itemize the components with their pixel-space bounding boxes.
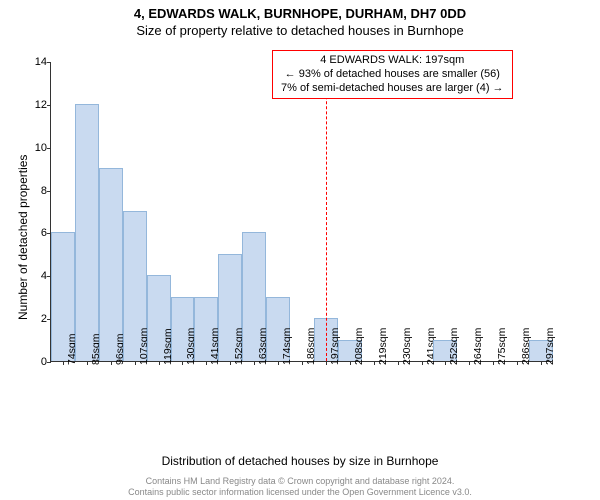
attribution-footer: Contains HM Land Registry data © Crown c… xyxy=(0,476,600,498)
x-tick-mark xyxy=(63,361,64,365)
histogram-bar xyxy=(75,104,99,361)
x-tick-mark xyxy=(159,361,160,365)
x-axis-label: Distribution of detached houses by size … xyxy=(0,454,600,468)
footer-line-2: Contains public sector information licen… xyxy=(0,487,600,498)
callout-box: 4 EDWARDS WALK: 197sqm ← 93% of detached… xyxy=(272,50,513,99)
x-tick-label: 208sqm xyxy=(353,328,365,365)
x-tick-label: 275sqm xyxy=(496,328,508,365)
y-tick-mark xyxy=(47,62,51,63)
x-tick-mark xyxy=(469,361,470,365)
chart-area: 4 EDWARDS WALK: 197sqm ← 93% of detached… xyxy=(50,50,570,420)
plot-region: 0246810121474sqm85sqm96sqm107sqm119sqm13… xyxy=(50,62,552,362)
chart-subtitle: Size of property relative to detached ho… xyxy=(0,23,600,38)
x-tick-mark xyxy=(517,361,518,365)
x-tick-mark xyxy=(230,361,231,365)
x-tick-label: 174sqm xyxy=(281,328,293,365)
x-tick-mark xyxy=(326,361,327,365)
x-tick-mark xyxy=(111,361,112,365)
x-tick-mark xyxy=(350,361,351,365)
x-tick-label: 297sqm xyxy=(544,328,556,365)
x-tick-mark xyxy=(206,361,207,365)
callout-line-3: 7% of semi-detached houses are larger (4… xyxy=(281,82,504,96)
callout-line-2: ← 93% of detached houses are smaller (56… xyxy=(281,68,504,82)
chart-title: 4, EDWARDS WALK, BURNHOPE, DURHAM, DH7 0… xyxy=(0,6,600,21)
x-tick-mark xyxy=(254,361,255,365)
footer-line-1: Contains HM Land Registry data © Crown c… xyxy=(0,476,600,487)
y-tick-mark xyxy=(47,148,51,149)
x-tick-mark xyxy=(445,361,446,365)
x-tick-label: 219sqm xyxy=(377,328,389,365)
y-tick-mark xyxy=(47,362,51,363)
x-tick-mark xyxy=(541,361,542,365)
x-tick-mark xyxy=(182,361,183,365)
y-tick-mark xyxy=(47,191,51,192)
x-tick-mark xyxy=(422,361,423,365)
x-tick-mark xyxy=(374,361,375,365)
x-tick-mark xyxy=(493,361,494,365)
x-tick-label: 252sqm xyxy=(448,328,460,365)
x-tick-label: 264sqm xyxy=(472,328,484,365)
callout-line-1: 4 EDWARDS WALK: 197sqm xyxy=(281,54,504,68)
x-tick-mark xyxy=(87,361,88,365)
x-tick-mark xyxy=(135,361,136,365)
y-axis-label: Number of detached properties xyxy=(16,155,30,320)
x-tick-mark xyxy=(398,361,399,365)
x-tick-mark xyxy=(302,361,303,365)
property-marker-line xyxy=(326,61,327,361)
y-tick-mark xyxy=(47,105,51,106)
x-tick-label: 230sqm xyxy=(401,328,413,365)
x-tick-mark xyxy=(278,361,279,365)
